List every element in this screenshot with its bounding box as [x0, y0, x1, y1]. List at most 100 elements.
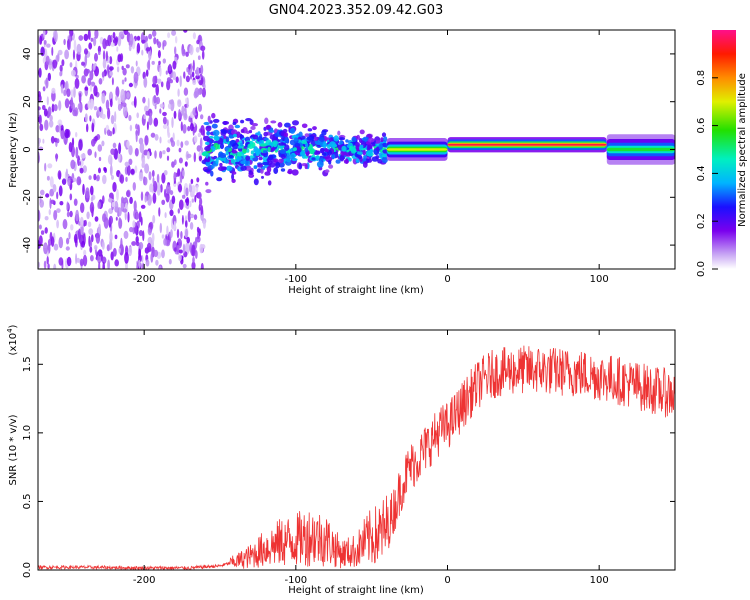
heatmap-cell	[205, 189, 212, 194]
heatmap-cell	[132, 182, 136, 191]
heatmap-cell	[143, 76, 148, 88]
heatmap-cell	[73, 39, 77, 52]
heatmap-cell	[38, 137, 41, 144]
heatmap-cell	[155, 96, 161, 105]
heatmap-cell	[191, 261, 196, 269]
heatmap-cell	[318, 136, 325, 142]
heatmap-cell	[77, 103, 81, 110]
heatmap-cell	[262, 150, 267, 154]
heatmap-cell	[127, 211, 130, 223]
heatmap-cell	[173, 220, 176, 231]
x-tick-label: 100	[590, 274, 609, 285]
heatmap-cell	[381, 142, 388, 148]
heatmap-cell	[84, 48, 88, 55]
heatmap-cell	[58, 236, 64, 249]
heatmap-cell	[198, 155, 202, 162]
colorbar-gradient	[712, 30, 736, 269]
heatmap-cell	[163, 170, 168, 176]
heatmap-cell	[147, 97, 150, 110]
heatmap-cell	[304, 164, 308, 170]
heatmap-cell	[122, 67, 127, 76]
heatmap-cell	[90, 255, 94, 262]
heatmap-cell	[275, 161, 281, 169]
heatmap-cell	[90, 196, 94, 202]
x-tick-label: -100	[284, 274, 307, 285]
heatmap-cell	[47, 238, 52, 246]
heatmap-cell	[140, 191, 144, 201]
heatmap-cell	[44, 227, 48, 234]
heatmap-cell	[177, 183, 183, 193]
heatmap-cell	[114, 259, 119, 267]
heatmap-cell	[107, 64, 110, 76]
heatmap-cell	[90, 98, 95, 109]
heatmap-cell	[195, 184, 199, 194]
heatmap-cell	[206, 130, 211, 136]
heatmap-cell	[112, 31, 116, 39]
heatmap-cell	[157, 50, 161, 59]
heatmap-cell	[137, 124, 140, 136]
heatmap-cell	[190, 178, 194, 185]
heatmap-cell	[112, 142, 117, 149]
heatmap-cell	[121, 79, 125, 85]
heatmap-cell	[242, 148, 247, 154]
heatmap-cell	[244, 165, 252, 171]
heatmap-cell	[118, 217, 122, 226]
heatmap-cell	[101, 71, 105, 78]
heatmap-cell	[146, 242, 152, 252]
heatmap-cell	[176, 244, 180, 255]
heatmap-cell	[322, 141, 327, 149]
heatmap-cell	[125, 64, 130, 69]
heatmap-cell	[141, 49, 144, 56]
heatmap-cell	[205, 141, 210, 145]
heatmap-cell	[163, 238, 168, 246]
heatmap-cell	[381, 154, 389, 158]
heatmap-cell	[121, 196, 124, 204]
heatmap-cell	[305, 151, 310, 157]
heatmap-cell	[43, 30, 46, 39]
heatmap-cell	[375, 147, 380, 151]
heatmap-cell	[222, 121, 230, 125]
heatmap-cell	[62, 219, 68, 230]
heatmap-cell	[240, 119, 245, 124]
heatmap-cell	[102, 213, 107, 223]
heatmap-cell	[70, 159, 76, 170]
heatmap-cell	[362, 161, 368, 168]
heatmap-cell	[54, 30, 58, 43]
heatmap-cell	[174, 247, 177, 252]
heatmap-cell	[159, 222, 162, 234]
heatmap-cell	[102, 38, 107, 50]
heatmap-cell	[236, 152, 242, 156]
heatmap-cell	[101, 92, 106, 104]
heatmap-cell	[171, 30, 177, 36]
heatmap-cell	[324, 148, 329, 153]
heatmap-cell	[122, 105, 128, 117]
heatmap-cell	[143, 114, 146, 120]
heatmap-cell	[315, 155, 320, 159]
heatmap-cell	[231, 149, 237, 154]
heatmap-cell	[225, 150, 229, 156]
heatmap-cell	[66, 201, 69, 211]
heatmap-cell	[169, 190, 174, 196]
heatmap-cell	[142, 97, 146, 104]
heatmap-cell	[94, 135, 98, 142]
heatmap-cell	[287, 168, 293, 175]
heatmap-cell	[343, 159, 349, 164]
heatmap-cell	[101, 241, 105, 250]
heatmap-cell	[145, 69, 149, 77]
colorbar-tick-label: 0.0	[696, 261, 707, 277]
heatmap-cell	[134, 147, 139, 157]
x-tick-label: -100	[284, 575, 307, 586]
heatmap-cell	[320, 148, 325, 154]
heatmap-cell	[162, 111, 167, 117]
heatmap-cell	[184, 140, 189, 146]
heatmap-cell	[185, 97, 188, 104]
heatmap-cell	[135, 236, 139, 243]
heatmap-cell	[57, 49, 63, 56]
heatmap-cell	[129, 226, 134, 233]
heatmap-cell	[151, 170, 155, 177]
heatmap-cell	[89, 84, 93, 92]
heatmap-cell	[158, 207, 161, 217]
heatmap-cell	[210, 170, 214, 177]
heatmap-cell	[50, 199, 55, 204]
heatmap-cell	[102, 50, 106, 61]
